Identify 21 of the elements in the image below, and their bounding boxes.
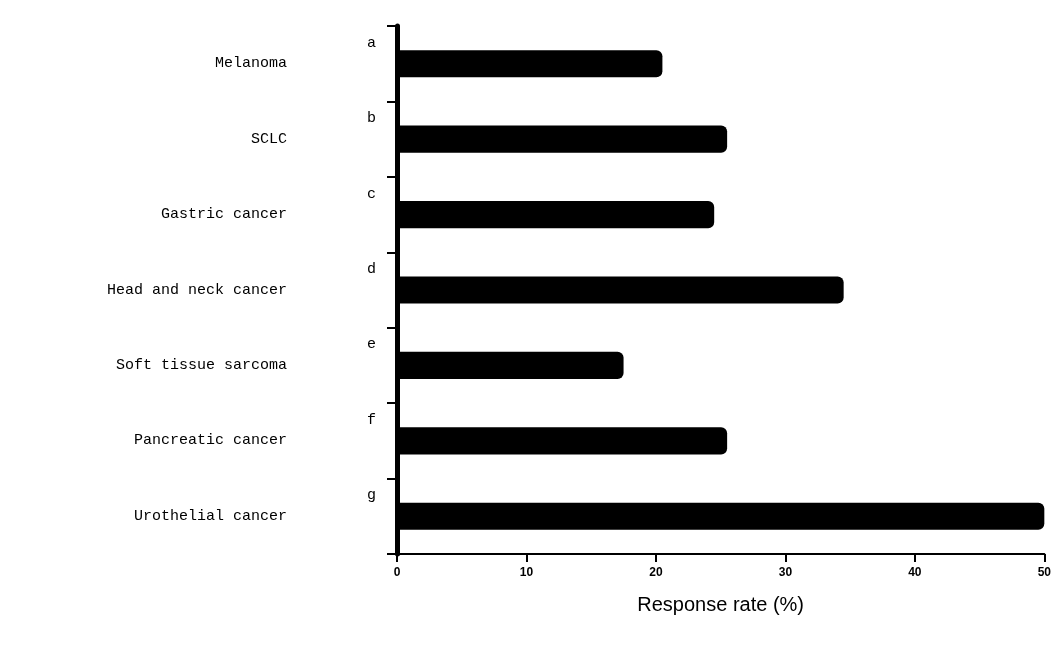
text: e: [367, 336, 377, 354]
y-tick-label: Pancreatic cancer: [133, 432, 287, 450]
x-tick-label: 50: [1037, 565, 1052, 579]
y-tick-label: SCLC: [250, 130, 287, 148]
text: d: [367, 261, 377, 278]
y-tick-label: Gastric cancer: [160, 206, 287, 224]
text: c: [367, 185, 377, 203]
x-tick-label: 40: [908, 565, 922, 579]
x-tick-label: 10: [519, 565, 534, 579]
x-axis-title: Response rate (%): [637, 593, 805, 615]
text: f: [367, 411, 377, 429]
text: a: [367, 34, 377, 52]
y-tick-label: Melanoma: [214, 55, 287, 73]
x-tick-label: 0: [393, 565, 401, 579]
y-tick-label: Urothelial cancer: [133, 507, 287, 525]
x-tick-label: 20: [649, 565, 663, 579]
y-tick-label: Soft tissue sarcoma: [115, 356, 287, 374]
text: b: [367, 110, 377, 128]
y-tick-label: Head and neck cancer: [106, 281, 287, 299]
text: g: [367, 487, 377, 505]
x-tick-label: 30: [778, 565, 793, 579]
